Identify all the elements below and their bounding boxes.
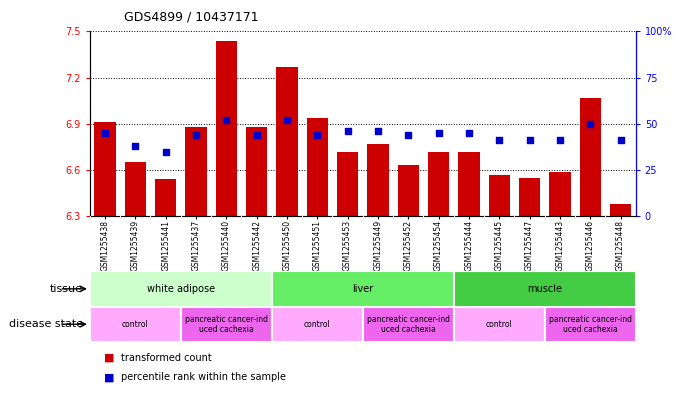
Bar — [216, 40, 237, 216]
Bar — [368, 144, 388, 216]
Bar — [545, 307, 636, 342]
Text: muscle: muscle — [527, 284, 562, 294]
Bar — [458, 151, 480, 216]
Bar — [454, 271, 636, 307]
Bar — [397, 165, 419, 216]
Point — [100, 130, 111, 136]
Bar — [610, 204, 631, 216]
Bar — [489, 174, 510, 216]
Text: GDS4899 / 10437171: GDS4899 / 10437171 — [124, 11, 259, 24]
Text: pancreatic cancer-ind
uced cachexia: pancreatic cancer-ind uced cachexia — [549, 314, 632, 334]
Text: ■: ■ — [104, 372, 114, 382]
Bar — [428, 151, 449, 216]
Text: liver: liver — [352, 284, 373, 294]
Bar — [95, 122, 115, 216]
Point — [554, 137, 565, 143]
Text: control: control — [122, 320, 149, 329]
Point — [615, 137, 626, 143]
Point — [493, 137, 504, 143]
Text: pancreatic cancer-ind
uced cachexia: pancreatic cancer-ind uced cachexia — [184, 314, 268, 334]
Bar — [155, 179, 176, 216]
Bar — [454, 307, 545, 342]
Point — [342, 128, 353, 134]
Point — [585, 121, 596, 127]
Point — [130, 143, 141, 149]
Bar — [185, 127, 207, 216]
Bar — [272, 307, 363, 342]
Bar — [580, 97, 601, 216]
Bar — [272, 271, 454, 307]
Text: percentile rank within the sample: percentile rank within the sample — [121, 372, 286, 382]
Point — [251, 132, 262, 138]
Point — [403, 132, 414, 138]
Text: ■: ■ — [104, 353, 114, 363]
Bar — [276, 67, 298, 216]
Point — [281, 117, 292, 123]
Text: control: control — [304, 320, 331, 329]
Point — [433, 130, 444, 136]
Text: transformed count: transformed count — [121, 353, 211, 363]
Text: disease state: disease state — [9, 319, 83, 329]
Bar — [363, 307, 454, 342]
Text: pancreatic cancer-ind
uced cachexia: pancreatic cancer-ind uced cachexia — [367, 314, 450, 334]
Bar — [519, 178, 540, 216]
Point — [191, 132, 202, 138]
Point — [220, 117, 231, 123]
Text: white adipose: white adipose — [146, 284, 215, 294]
Bar — [246, 127, 267, 216]
Bar — [549, 171, 571, 216]
Point — [160, 148, 171, 154]
Point — [464, 130, 475, 136]
Bar — [181, 307, 272, 342]
Text: control: control — [486, 320, 513, 329]
Text: tissue: tissue — [50, 284, 83, 294]
Point — [524, 137, 535, 143]
Point — [372, 128, 384, 134]
Bar — [337, 151, 358, 216]
Bar — [90, 271, 272, 307]
Bar — [307, 118, 328, 216]
Bar — [90, 307, 181, 342]
Bar — [124, 162, 146, 216]
Point — [312, 132, 323, 138]
